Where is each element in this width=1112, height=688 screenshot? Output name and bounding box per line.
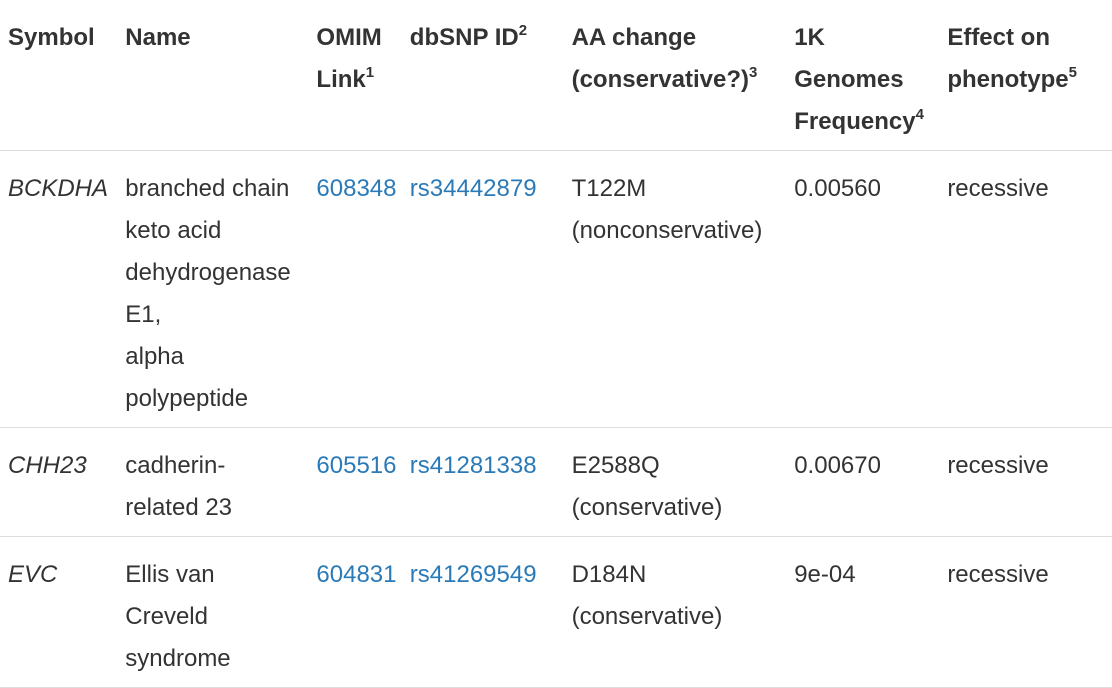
gene-name-line: branched chain	[125, 175, 290, 202]
header-name-label: Name	[125, 24, 191, 51]
gene-name-line: Creveld	[125, 603, 208, 630]
gene-name: cadherin- related 23	[117, 427, 309, 537]
header-dbsnp-label: dbSNP ID	[409, 24, 519, 51]
footnote-marker: 4	[915, 106, 924, 123]
gene-name-line: polypeptide	[125, 385, 249, 412]
footnote-marker: 5	[1068, 64, 1077, 81]
frequency-cell: 0.00560	[786, 150, 940, 428]
omim-cell: 605516	[308, 427, 402, 537]
effect-cell: recessive	[939, 427, 1112, 537]
gene-name-line: keto acid	[125, 217, 222, 244]
aa-change-cell: T122M (nonconservative)	[563, 150, 787, 428]
header-row: Symbol Name OMIM Link1 dbSNP ID2 AA chan…	[0, 0, 1112, 151]
aa-conservation: (conservative)	[571, 603, 723, 630]
gene-name: branched chain keto acid dehydrogenase E…	[117, 150, 309, 428]
dbsnp-link[interactable]: rs41269549	[409, 561, 537, 588]
aa-conservation: (nonconservative)	[571, 217, 763, 244]
footnote-marker: 1	[365, 64, 375, 81]
aa-change: T122M	[571, 175, 647, 202]
header-effect: Effect on phenotype5	[939, 0, 1112, 151]
gene-name: Ellis van Creveld syndrome	[117, 536, 309, 688]
omim-link[interactable]: 604831	[316, 561, 397, 588]
gene-name-line: dehydrogenase	[125, 259, 291, 286]
table-row: BCKDHA branched chain keto acid dehydrog…	[0, 150, 1112, 428]
header-aa-change: AA change (conservative?)3	[563, 0, 787, 151]
gene-symbol: EVC	[0, 536, 118, 688]
dbsnp-cell: rs41269549	[401, 536, 564, 688]
header-name: Name	[117, 0, 309, 151]
gene-name-line: alpha	[125, 343, 185, 370]
effect-cell: recessive	[939, 536, 1112, 688]
footnote-marker: 3	[749, 64, 758, 81]
header-omim-label: OMIM Link	[316, 24, 382, 93]
dbsnp-cell: rs34442879	[401, 150, 564, 428]
aa-change-cell: D184N (conservative)	[563, 536, 787, 688]
header-aa-label: AA change (conservative?)	[571, 24, 749, 93]
gene-name-line: E1,	[125, 301, 162, 328]
footnote-marker: 2	[518, 22, 528, 39]
table-row: CHH23 cadherin- related 23 605516 rs4128…	[0, 427, 1112, 537]
dbsnp-cell: rs41281338	[401, 427, 564, 537]
dbsnp-link[interactable]: rs34442879	[409, 175, 537, 202]
frequency-cell: 0.00670	[786, 427, 940, 537]
header-symbol-label: Symbol	[8, 24, 95, 51]
effect-cell: recessive	[939, 150, 1112, 428]
header-frequency: 1K Genomes Frequency4	[786, 0, 940, 151]
header-frequency-label: 1K Genomes Frequency	[794, 24, 916, 135]
aa-conservation: (conservative)	[571, 494, 723, 521]
header-dbsnp: dbSNP ID2	[401, 0, 564, 151]
gene-name-line: cadherin-	[125, 452, 226, 479]
omim-link[interactable]: 605516	[316, 452, 397, 479]
header-omim: OMIM Link1	[308, 0, 402, 151]
table-row: EVC Ellis van Creveld syndrome 604831 rs…	[0, 536, 1112, 688]
omim-cell: 604831	[308, 536, 402, 688]
omim-cell: 608348	[308, 150, 402, 428]
gene-symbol: BCKDHA	[0, 150, 118, 428]
gene-name-line: Ellis van	[125, 561, 215, 588]
aa-change-cell: E2588Q (conservative)	[563, 427, 787, 537]
header-effect-label: Effect on phenotype	[947, 24, 1069, 93]
aa-change: D184N	[571, 561, 647, 588]
aa-change: E2588Q	[571, 452, 660, 479]
dbsnp-link[interactable]: rs41281338	[409, 452, 537, 479]
gene-name-line: related 23	[125, 494, 233, 521]
omim-link[interactable]: 608348	[316, 175, 397, 202]
gene-name-line: syndrome	[125, 645, 231, 672]
gene-symbol: CHH23	[0, 427, 118, 537]
frequency-cell: 9e-04	[786, 536, 940, 688]
header-symbol: Symbol	[0, 0, 118, 151]
